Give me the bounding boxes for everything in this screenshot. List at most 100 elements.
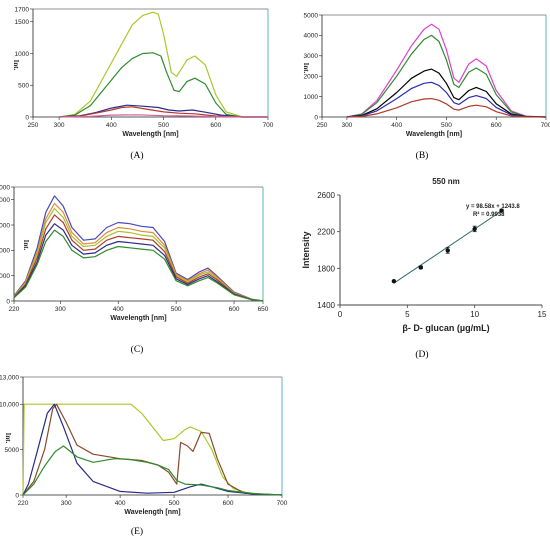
x-tick-label: 250 — [317, 122, 328, 129]
x-tick-label: 600 — [229, 306, 240, 313]
x-tick-label: 400 — [391, 122, 402, 129]
series-line — [13, 223, 264, 302]
y-tick-label: 2000 — [304, 74, 319, 81]
x-tick-label: 400 — [115, 500, 126, 507]
panel-caption: (E) — [131, 526, 143, 537]
y-axis-label: Int. — [4, 433, 12, 444]
chart-title: 550 nm — [432, 177, 460, 186]
series-line — [13, 202, 264, 302]
y-tick-label: 2600 — [317, 191, 335, 200]
y-tick-label: 2000 — [0, 273, 10, 280]
x-tick-label: 300 — [55, 306, 66, 313]
y-axis-label: Int. — [22, 240, 30, 251]
series-line — [22, 445, 283, 496]
y-tick-label: 0 — [314, 114, 318, 121]
series-line — [22, 403, 283, 496]
x-axis-label: Wavelength [nm] — [122, 131, 178, 138]
x-tick-label: 700 — [541, 122, 550, 129]
series-line — [346, 68, 547, 118]
x-tick-label: 15 — [538, 310, 547, 319]
x-tick-label: 700 — [277, 500, 288, 507]
series-line — [22, 403, 283, 496]
y-tick-label: 1700 — [15, 6, 30, 13]
x-tick-label: 600 — [491, 122, 502, 129]
x-tick-label: 600 — [223, 500, 234, 507]
regression-equation: y = 98.58x + 1243.8 — [466, 204, 520, 210]
x-axis-label: Wavelength [nm] — [406, 131, 462, 138]
x-tick-label: 300 — [61, 500, 72, 507]
panel-caption: (B) — [416, 150, 429, 161]
x-tick-label: 300 — [341, 122, 352, 129]
y-tick-label: 13,000 — [0, 374, 19, 381]
series-line — [13, 195, 264, 302]
x-tick-label: 500 — [158, 122, 169, 129]
series-line — [59, 114, 269, 118]
x-tick-label: 10 — [470, 310, 479, 319]
y-axis-label: Intensity — [301, 231, 311, 268]
x-tick-label: 600 — [210, 122, 221, 129]
x-tick-label: 220 — [9, 306, 20, 313]
y-tick-label: 0 — [15, 492, 19, 499]
series-line — [59, 52, 268, 118]
x-axis-label: Wavelength [nm] — [124, 509, 180, 516]
y-tick-label: 2200 — [317, 228, 335, 237]
data-point — [445, 248, 450, 253]
y-tick-label: 6000 — [0, 222, 10, 229]
series-line — [346, 81, 547, 118]
data-point — [391, 278, 397, 284]
series-line — [22, 403, 283, 496]
chart-panel-c: 220 300 400 500 600 650 0 2000 4000 6000 8000 9000 W… — [0, 184, 269, 355]
y-tick-label: 3000 — [304, 53, 319, 60]
y-tick-label: 5000 — [5, 447, 20, 454]
y-tick-label: 1000 — [15, 51, 30, 58]
x-tick-label: 500 — [171, 306, 182, 313]
panel-caption: (D) — [415, 349, 428, 360]
y-tick-label: 1400 — [317, 301, 335, 310]
y-tick-label: 0 — [6, 298, 10, 305]
x-tick-label: 400 — [113, 306, 124, 313]
series-line — [346, 98, 547, 118]
y-tick-label: 10,000 — [0, 402, 19, 409]
series-line — [346, 23, 547, 118]
y-tick-label: 1800 — [317, 264, 335, 273]
x-tick-label: 0 — [338, 310, 343, 319]
x-axis-label: β- D- glucan (µg/mL) — [402, 323, 489, 333]
data-point — [418, 265, 423, 270]
y-axis-label: Int. — [12, 60, 20, 71]
y-tick-label: 1500 — [15, 19, 30, 26]
series-line — [59, 106, 268, 118]
trend-line — [393, 210, 502, 284]
series-line — [13, 214, 264, 302]
x-tick-label: 5 — [405, 310, 410, 319]
panel-caption: (C) — [131, 344, 144, 355]
x-axis-label: Wavelength [nm] — [110, 315, 166, 322]
x-tick-label: 500 — [169, 500, 180, 507]
x-tick-label: 700 — [263, 122, 274, 129]
y-axis-label: Int. — [302, 63, 310, 74]
x-tick-label: 220 — [18, 500, 29, 507]
x-tick-label: 650 — [258, 306, 269, 313]
series-line — [13, 229, 264, 302]
y-tick-label: 0 — [25, 114, 29, 121]
chart-panel-d: 0 5 10 15 1400 1800 2200 2600 550 nm y = 98.58x +… — [301, 177, 547, 360]
chart-panel-e: 220 300 400 500 600 700 0 5000 10,000 13,000 Wavel… — [0, 374, 288, 537]
data-point — [499, 208, 504, 213]
y-tick-label: 5000 — [304, 12, 319, 19]
y-tick-label: 4000 — [0, 248, 10, 255]
x-tick-label: 500 — [441, 122, 452, 129]
x-tick-label: 400 — [106, 122, 117, 129]
y-tick-label: 9000 — [0, 184, 10, 191]
series-line — [13, 207, 264, 302]
chart-panel-a: 250 300 400 500 600 700 0 500 1000 1500 1700 Wavele… — [12, 6, 274, 161]
x-tick-label: 300 — [54, 122, 65, 129]
data-point — [472, 226, 477, 232]
series-line — [59, 104, 268, 118]
series-line — [59, 11, 269, 118]
y-tick-label: 500 — [18, 83, 29, 90]
panel-caption: (A) — [130, 150, 143, 161]
series-line — [346, 34, 547, 118]
chart-panel-b: 250 300 400 500 600 700 0 1000 2000 3000 4000 5000 W… — [302, 12, 550, 161]
r-squared-label: R² = 0.9938 — [473, 211, 505, 218]
y-tick-label: 4000 — [304, 33, 319, 40]
y-tick-label: 8000 — [0, 197, 10, 204]
